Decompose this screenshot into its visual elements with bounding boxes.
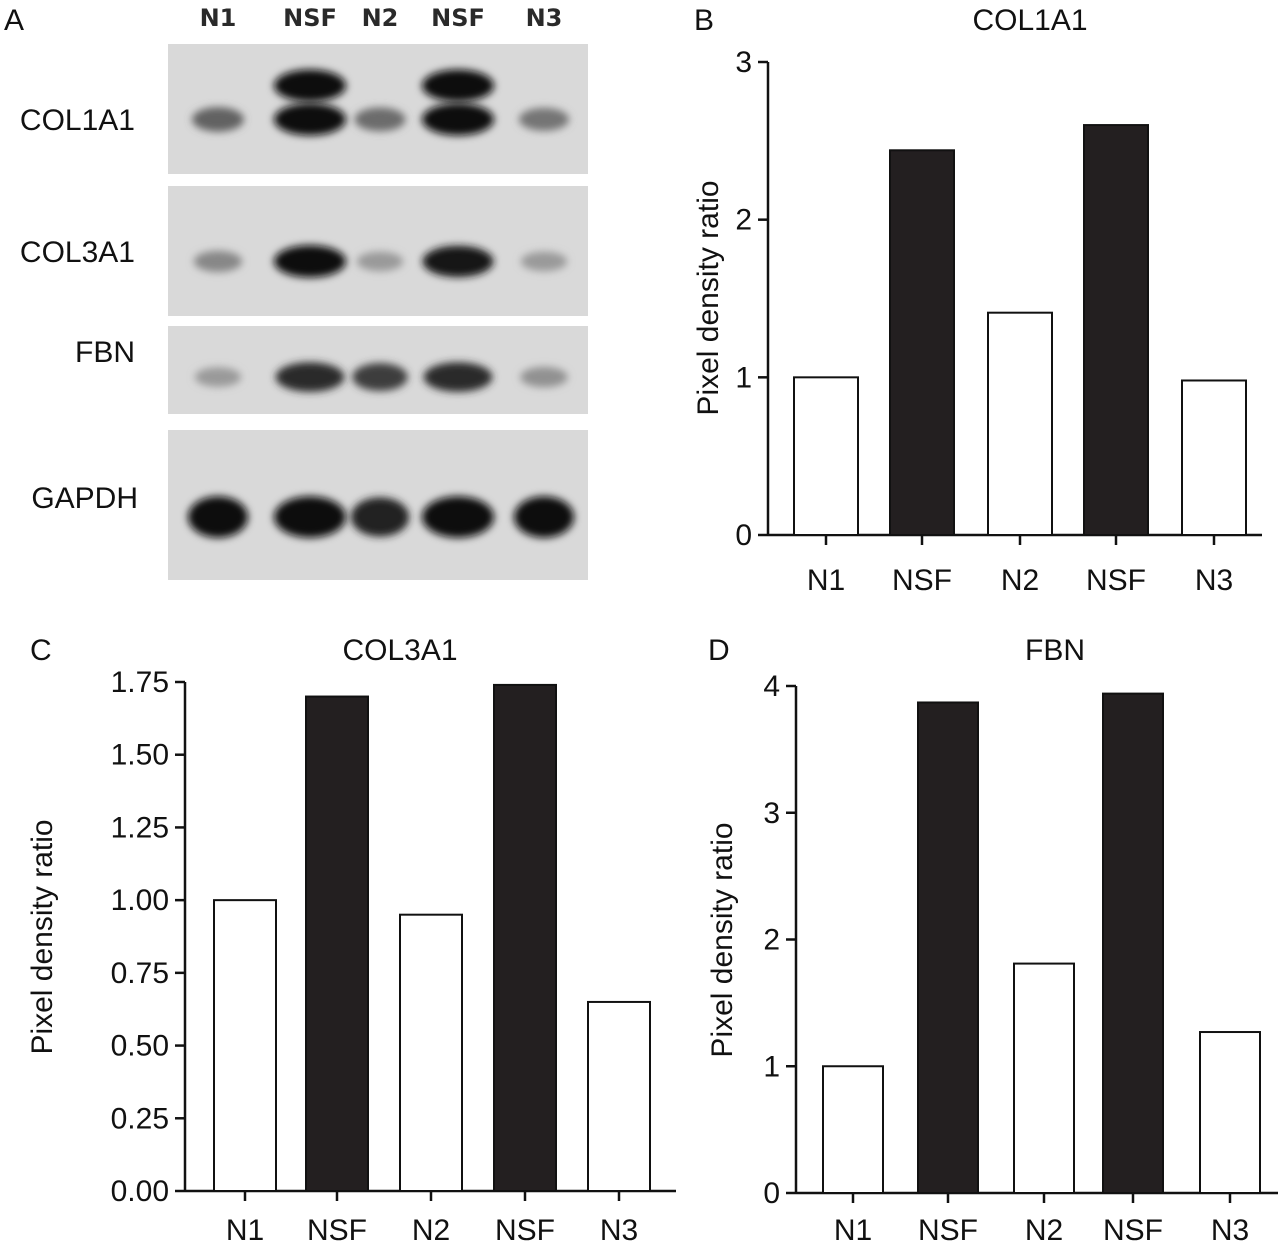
blot-band [352,363,408,392]
x-tick-label: N1 [834,1214,872,1247]
chart-panel-c: C COL3A1 0.00 0.25 0.50 0.75 1.00 1.25 1.50 1.75 N… [26,634,676,1247]
x-tick-label: NSF [1086,564,1146,597]
x-tick-label: NSF [892,564,952,597]
bar-n1 [213,899,277,1193]
x-tick-label: N2 [412,1214,450,1247]
bar-nsf [305,695,369,1192]
blot-band [422,245,494,278]
blot-row-fbn: FBN [75,326,588,414]
blot-band [422,103,494,136]
bar-n1 [793,376,859,537]
bar-nsf [889,149,955,536]
blot-row-label: FBN [75,336,135,369]
panel-letter-b: B [694,4,714,37]
blot-band [350,497,410,537]
chart-panel-d: D FBN 0 1 2 3 4 N1 NSF N2 NSF N3 Pixel density ratio [706,634,1278,1247]
blot-row-col1a1: COL1A1 [20,44,588,174]
blot-band [274,245,346,278]
blot-band [520,251,568,272]
x-tick-label: NSF [495,1214,555,1247]
y-tick-label: 1.25 [111,811,169,844]
western-blot-panel: A N1 NSF N2 NSF N3 COL1A1 COL3A1 FBN GAPDH [4,4,588,580]
y-tick-label: 1 [735,361,752,394]
blot-band [422,496,494,538]
x-tick-label: N3 [1195,564,1233,597]
blot-band [188,496,248,538]
bar-n3 [587,1000,651,1193]
bar-nsf [493,683,557,1192]
blot-band [194,367,242,387]
blot-band [274,103,346,136]
y-axis-label: Pixel density ratio [706,822,739,1057]
blot-band-upper [422,69,494,102]
blot-row-col3a1: COL3A1 [20,186,588,316]
chart-panel-b: B COL1A1 0 1 2 3 N1 NSF N2 NSF N3 Pixel density rat… [692,4,1262,597]
blot-band [275,362,345,392]
y-tick-label: 0 [735,519,752,552]
blot-band [192,107,244,132]
blot-row-gapdh: GAPDH [31,430,588,580]
chart-title: FBN [1025,634,1085,667]
panel-letter-c: C [30,634,52,667]
lane-label: N1 [200,4,237,32]
y-tick-label: 0.75 [111,957,169,990]
blot-band [354,107,406,132]
lane-label: NSF [283,4,337,32]
blot-band [514,496,574,538]
bar-n3 [1181,379,1247,536]
bar-n2 [399,913,463,1193]
bar-n2 [987,311,1053,536]
bar-n3 [1199,1031,1261,1194]
chart-title: COL1A1 [972,4,1087,37]
y-tick-label: 0 [763,1177,780,1210]
bar-nsf [917,701,979,1194]
blot-row-label: COL3A1 [20,236,135,269]
blot-band [518,107,570,131]
x-tick-label: N2 [1025,1214,1063,1247]
panel-letter-d: D [708,634,730,667]
x-tick-label: NSF [1103,1214,1163,1247]
chart-title: COL3A1 [342,634,457,667]
y-tick-label: 0.50 [111,1030,169,1063]
x-tick-label: N1 [226,1214,264,1247]
bar-n1 [822,1065,884,1194]
x-tick-label: NSF [307,1214,367,1247]
blot-band [193,250,243,273]
lane-label: NSF [431,4,485,32]
blot-row-label: COL1A1 [20,104,135,137]
panel-letter-a: A [4,4,24,37]
blot-strip [168,186,588,316]
blot-band [423,362,493,392]
bar-charts: B COL1A1 0 1 2 3 N1 NSF N2 NSF N3 Pixel density rat… [26,4,1278,1247]
y-axis-label: Pixel density ratio [692,180,725,415]
y-tick-label: 0.00 [111,1175,169,1208]
x-tick-label: NSF [918,1214,978,1247]
y-tick-label: 1.75 [111,666,169,699]
x-tick-label: N3 [1211,1214,1249,1247]
blot-row-label: GAPDH [31,482,138,515]
x-tick-label: N1 [807,564,845,597]
blot-band [274,496,346,538]
bar-nsf [1083,124,1149,536]
lane-label: N2 [362,4,399,32]
x-tick-label: N2 [1001,564,1039,597]
blot-band [520,366,568,388]
y-tick-label: 1.50 [111,739,169,772]
x-tick-label: N3 [600,1214,638,1247]
y-tick-label: 2 [735,204,752,237]
y-tick-label: 4 [763,670,780,703]
y-axis-label: Pixel density ratio [26,819,59,1054]
blot-band-upper [274,69,346,102]
bar-nsf [1102,692,1164,1194]
blot-band [356,251,404,272]
y-tick-label: 0.25 [111,1102,169,1135]
y-tick-label: 2 [763,924,780,957]
bar-n2 [1013,962,1075,1195]
y-tick-label: 1 [763,1050,780,1083]
y-tick-label: 3 [763,797,780,830]
y-tick-label: 3 [735,46,752,79]
y-tick-label: 1.00 [111,884,169,917]
lane-label: N3 [526,4,563,32]
